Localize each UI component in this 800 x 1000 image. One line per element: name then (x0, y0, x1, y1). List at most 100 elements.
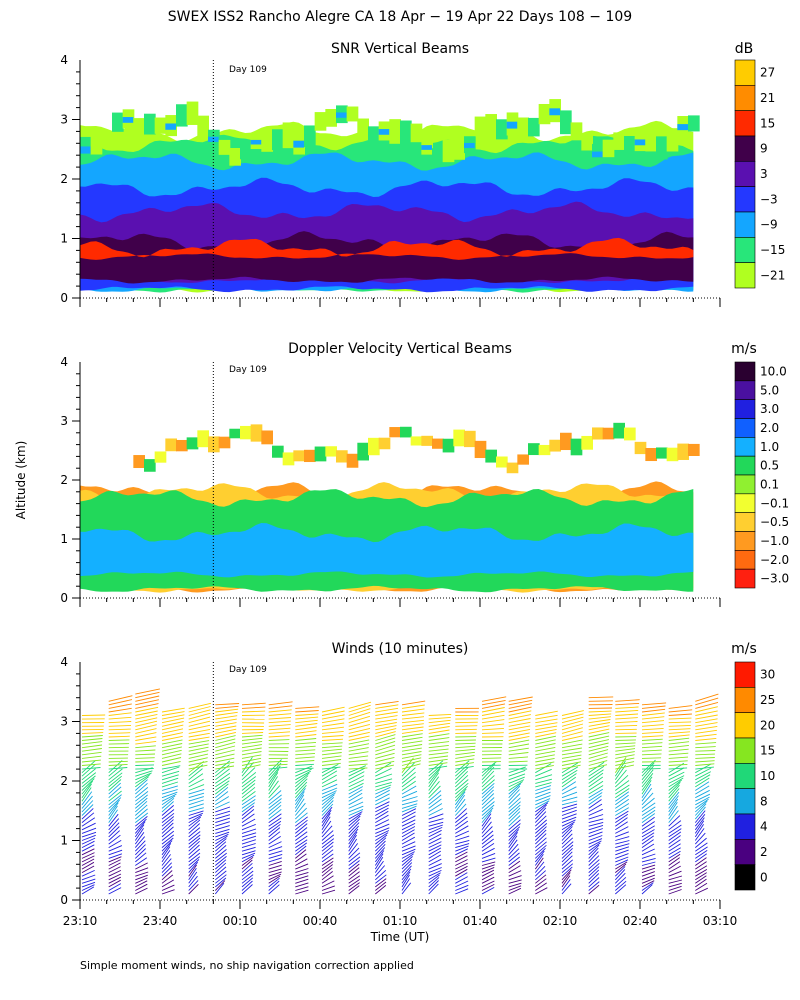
wind-barb (295, 871, 309, 877)
wind-barb (134, 848, 147, 859)
doppler-upper-echo (272, 445, 284, 458)
wind-barb (81, 767, 101, 770)
x-tick-label: 01:40 (463, 914, 498, 928)
wind-barb (614, 869, 626, 881)
wind-barb (535, 837, 547, 848)
wind-barb (561, 879, 571, 891)
wind-barb (108, 794, 122, 806)
snr-upper-echo (389, 119, 401, 144)
wind-barb (375, 885, 387, 895)
wind-barb (161, 711, 185, 716)
wind-barb (161, 707, 185, 713)
wind-barb (241, 791, 256, 802)
wind-barb (695, 697, 719, 706)
wind-barb (348, 838, 358, 852)
wind-barb (348, 704, 371, 713)
wind-barb (161, 781, 179, 788)
colorbar-swatch (734, 85, 756, 111)
wind-barb (81, 804, 94, 816)
wind-barb (215, 828, 230, 834)
snr-upper-echo (666, 128, 679, 152)
wind-barb (81, 768, 96, 781)
wind-barb (188, 761, 208, 766)
wind-barb (428, 826, 443, 834)
wind-barb (188, 875, 198, 888)
wind-barb (401, 853, 414, 863)
doppler-colorbar-unit: m/s (731, 341, 757, 357)
wind-barb (295, 763, 314, 766)
wind-barb (215, 753, 235, 759)
wind-barb (188, 778, 204, 788)
wind-barb (321, 770, 338, 781)
wind-barb (161, 765, 181, 770)
wind-barb (81, 735, 103, 738)
wind-barb (695, 725, 718, 731)
wind-barb (295, 845, 307, 856)
wind-barb (508, 728, 531, 734)
wind-barb (294, 798, 305, 813)
wind-barb (135, 782, 148, 795)
wind-barb (641, 853, 656, 859)
wind-barb (348, 792, 363, 802)
wind-barb (241, 737, 263, 741)
wind-barb (641, 867, 656, 874)
doppler-upper-echo (144, 459, 156, 472)
colorbar-swatch (734, 737, 756, 764)
wind-barb (348, 885, 360, 895)
wind-barb (295, 827, 308, 838)
wind-barb (375, 778, 393, 784)
wind-barb (215, 791, 229, 802)
wind-barb (108, 834, 121, 845)
wind-barb (161, 739, 183, 745)
wind-barb (81, 869, 95, 877)
wind-barb (401, 729, 424, 734)
colorbar-swatch (734, 712, 756, 739)
wind-barb (641, 825, 655, 834)
wind-barb (481, 707, 505, 713)
wind-barb (455, 872, 468, 881)
wind-barb (161, 805, 174, 816)
wind-barb (561, 735, 583, 741)
colorbar-label: −9 (760, 218, 778, 232)
wind-barb (668, 853, 681, 863)
wind-barb (428, 872, 441, 881)
wind-barb (481, 821, 492, 834)
snr-upper-echo (464, 142, 475, 149)
wind-barb (508, 826, 521, 838)
wind-barb (588, 842, 601, 852)
wind-barb (668, 857, 680, 866)
wind-barb (348, 831, 358, 845)
wind-barb (561, 844, 574, 856)
wind-barb (241, 706, 266, 709)
wind-barb (481, 864, 495, 870)
wind-barb (535, 874, 547, 884)
wind-barb (401, 826, 416, 834)
wind-barb (188, 834, 201, 845)
wind-barb (81, 848, 95, 856)
wind-barb (108, 802, 119, 816)
wind-barb (428, 869, 442, 877)
wind-barb (161, 843, 172, 856)
wind-barb (295, 868, 309, 874)
colorbar-label: −1.0 (760, 534, 789, 548)
wind-barb (455, 748, 476, 752)
wind-barb (695, 872, 707, 881)
doppler-upper-echo (474, 440, 487, 459)
wind-barb (588, 756, 608, 763)
wind-barb (214, 862, 227, 873)
wind-barb (188, 712, 211, 720)
wind-barb (614, 876, 627, 888)
wind-barb (401, 708, 425, 713)
wind-barb (561, 803, 578, 809)
wind-barb (321, 718, 345, 724)
wind-barb (215, 810, 231, 816)
wind-barb (161, 866, 173, 877)
wind-barb (508, 706, 532, 713)
wind-barb (615, 761, 635, 766)
y-tick-label: 1 (60, 532, 68, 546)
wind-barb (215, 749, 235, 756)
wind-barb (588, 840, 602, 848)
doppler-upper-echo (282, 452, 295, 466)
y-tick-label: 2 (60, 172, 68, 186)
y-axis-label: Altitude (km) (14, 441, 28, 520)
